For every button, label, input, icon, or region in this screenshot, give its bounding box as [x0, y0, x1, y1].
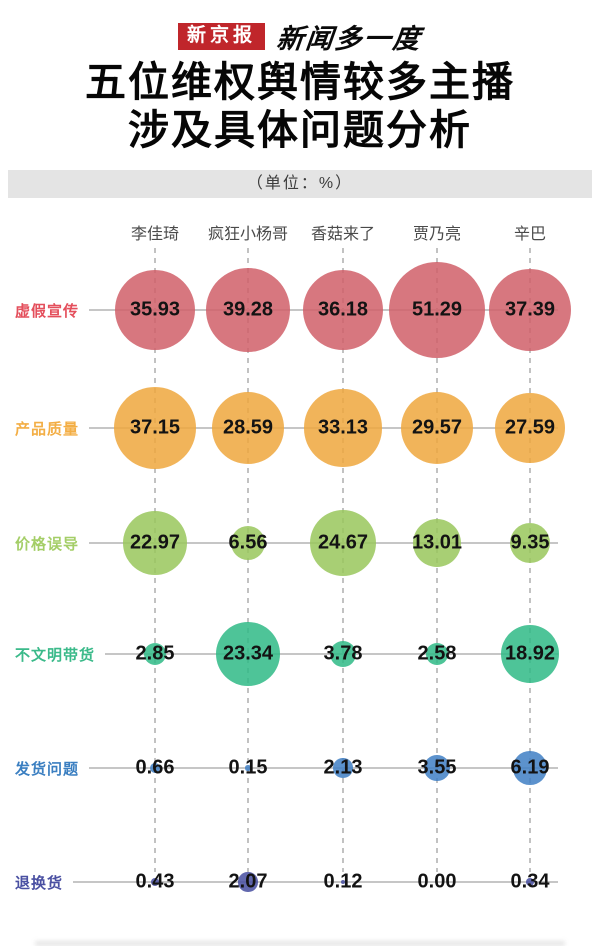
bubble	[114, 387, 196, 469]
row-label-4: 不文明带货	[15, 646, 96, 664]
unit-label: （单位：%）	[246, 175, 354, 192]
bubble	[424, 755, 450, 781]
bubble-value: 36.18	[317, 298, 369, 321]
row-label-1: 虚假宣传	[15, 302, 80, 320]
bubble	[340, 879, 346, 885]
bubble-value: 6.19	[510, 756, 550, 779]
bubble	[509, 522, 551, 564]
row-connector-line	[73, 881, 558, 883]
bubble-value: 2.07	[228, 870, 268, 893]
bubble	[526, 878, 534, 886]
bubble-value: 2.85	[135, 642, 175, 665]
bubble-value: 0.15	[228, 756, 268, 779]
row-label-2: 产品质量	[15, 420, 80, 438]
bubble-value: 37.15	[129, 416, 181, 439]
bubble	[489, 269, 571, 351]
bubble	[238, 872, 258, 892]
bubble-value: 0.43	[135, 870, 175, 893]
column-header-5: 辛巴	[513, 226, 547, 243]
row-rail-4: 不文明带货	[15, 643, 558, 665]
bubble-value: 0.00	[417, 870, 457, 893]
bubble-value: 18.92	[504, 642, 556, 665]
bubble-value: 37.39	[504, 298, 556, 321]
column-header-1: 李佳琦	[130, 226, 180, 243]
xinjingbao-logo: 新京报	[177, 23, 265, 50]
bubble	[230, 525, 266, 561]
column-header-2: 疯狂小杨哥	[207, 226, 289, 243]
bubble	[304, 389, 382, 467]
row-rail-3: 价格误导	[15, 532, 558, 554]
bubble	[513, 751, 547, 785]
bubble-value: 9.35	[510, 531, 550, 554]
bubble-value: 33.13	[317, 416, 369, 439]
bubble	[149, 762, 161, 774]
bubble-value: 51.29	[411, 298, 463, 321]
bubble	[215, 621, 281, 687]
bubble-value: 22.97	[129, 531, 181, 554]
bubble-value: 35.93	[129, 298, 181, 321]
row-rail-6: 退换货	[15, 871, 558, 893]
bubble	[309, 509, 377, 577]
bubble	[389, 262, 485, 358]
bubble-value: 2.58	[417, 642, 457, 665]
bubble	[150, 877, 160, 887]
bubble-value: 3.55	[417, 756, 457, 779]
bubble	[333, 758, 353, 778]
masthead: 新京报 新闻多一度	[0, 17, 600, 56]
bubble-value: 39.28	[222, 298, 274, 321]
bubble	[122, 510, 188, 576]
row-connector-line	[89, 767, 558, 769]
bubble	[494, 392, 566, 464]
bubble-value: 3.78	[323, 642, 363, 665]
bubble-value: 2.13	[323, 756, 363, 779]
bubble-value: 23.34	[222, 642, 274, 665]
bubble	[302, 269, 384, 351]
bubble-value: 0.12	[323, 870, 363, 893]
bubble	[114, 269, 196, 351]
bubble	[426, 643, 448, 665]
column-header-3: 香菇来了	[310, 226, 376, 243]
bubble-value: 0.66	[135, 756, 175, 779]
bubble	[400, 391, 474, 465]
bubble-value: 27.59	[504, 416, 556, 439]
unit-bar: （单位：%）	[8, 170, 592, 198]
bubble-value: 0.34	[510, 870, 550, 893]
row-label-3: 价格误导	[15, 535, 80, 553]
bubble	[329, 640, 357, 668]
bubble	[212, 392, 284, 464]
bubble-value: 28.59	[222, 416, 274, 439]
page-title: 五位维权舆情较多主播 涉及具体问题分析	[0, 58, 600, 154]
row-rail-2: 产品质量	[15, 417, 558, 439]
title-line-1: 五位维权舆情较多主播	[85, 59, 515, 105]
bubble-value: 29.57	[411, 416, 463, 439]
bubble	[500, 624, 560, 684]
row-rail-5: 发货问题	[15, 757, 558, 779]
bubble-value: 13.01	[411, 531, 463, 554]
column-header-4: 贾乃亮	[412, 226, 462, 243]
title-line-2: 涉及具体问题分析	[128, 107, 472, 153]
bubble-value: 24.67	[317, 531, 369, 554]
bubble	[143, 642, 167, 666]
bubble	[206, 268, 290, 352]
bottom-edge-smudge	[35, 941, 565, 946]
bubble	[245, 765, 251, 771]
row-label-5: 发货问题	[15, 760, 80, 778]
row-label-6: 退换货	[15, 874, 64, 892]
bubble-value: 6.56	[228, 531, 268, 554]
bubble	[412, 518, 462, 568]
